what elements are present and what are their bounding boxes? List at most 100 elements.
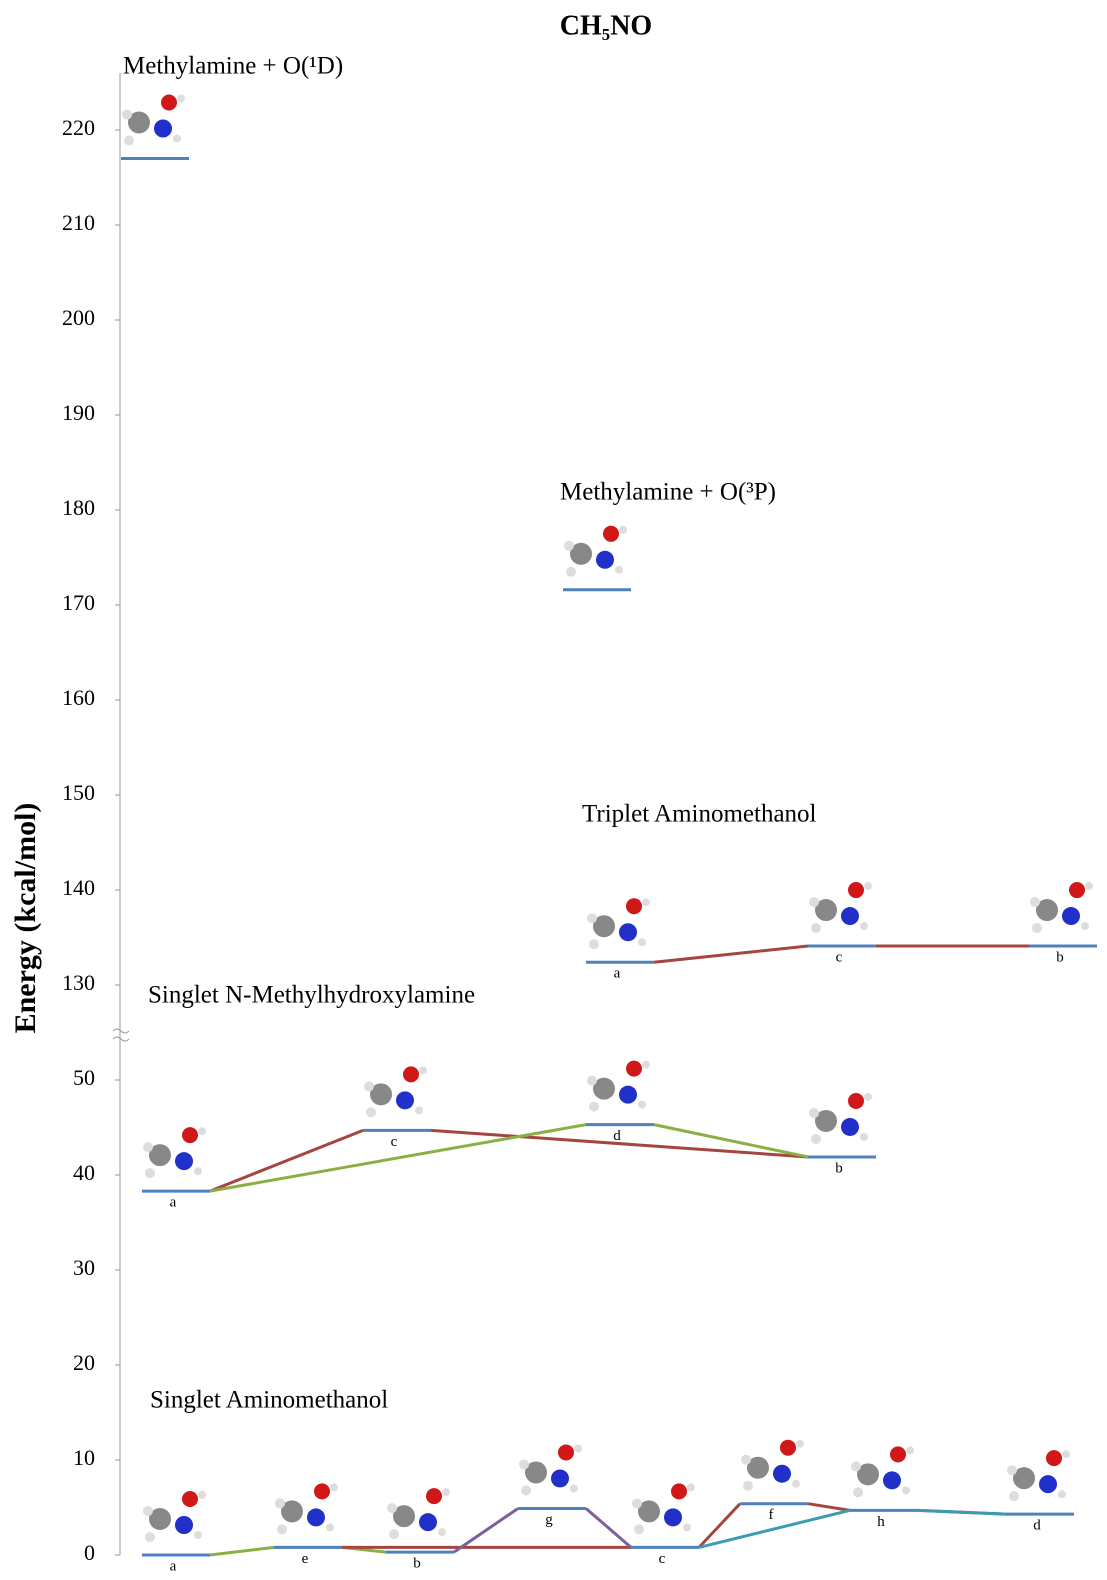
atom	[864, 882, 872, 890]
y-tick-label: 180	[62, 495, 95, 520]
group-label: Singlet N-Methylhydroxylamine	[148, 982, 475, 1009]
atom	[642, 898, 650, 906]
group-label: Methylamine + O(³P)	[560, 479, 776, 506]
atom	[848, 882, 864, 898]
route-line	[654, 946, 808, 962]
atom	[551, 1469, 569, 1487]
chart-title: CH₅NO	[560, 10, 652, 41]
route-line	[210, 1130, 363, 1191]
atom	[780, 1440, 796, 1456]
atom	[906, 1446, 914, 1454]
atom	[683, 1523, 691, 1531]
atom	[198, 1127, 206, 1135]
atom	[1058, 1490, 1066, 1498]
atom	[1030, 897, 1040, 907]
atom	[143, 1142, 153, 1152]
atom	[671, 1483, 687, 1499]
level-label: d	[1033, 1518, 1041, 1534]
atom	[619, 1086, 637, 1104]
atom	[626, 1061, 642, 1077]
atom	[1085, 882, 1093, 890]
atom	[145, 1532, 155, 1542]
atom	[574, 1444, 582, 1452]
y-tick-label: 140	[62, 875, 95, 900]
atom	[521, 1485, 531, 1495]
atom	[366, 1107, 376, 1117]
atom	[177, 95, 185, 103]
group-label: Methylamine + O(¹D)	[123, 53, 343, 80]
atom	[143, 1506, 153, 1516]
atom	[438, 1528, 446, 1536]
atom	[1046, 1450, 1062, 1466]
atom	[570, 1484, 578, 1492]
atom	[841, 907, 859, 925]
y-tick-label: 30	[73, 1255, 95, 1280]
y-tick-label: 170	[62, 590, 95, 615]
route-line	[699, 1510, 850, 1547]
atom	[664, 1508, 682, 1526]
atom	[587, 1076, 597, 1086]
y-tick-label: 150	[62, 780, 95, 805]
atom	[1069, 882, 1085, 898]
route-line	[210, 1125, 586, 1192]
atom	[330, 1483, 338, 1491]
atom	[589, 1102, 599, 1112]
atom	[326, 1523, 334, 1531]
atom	[419, 1066, 427, 1074]
atom	[175, 1152, 193, 1170]
atom	[883, 1471, 901, 1489]
atom	[619, 526, 627, 534]
y-tick-label: 160	[62, 685, 95, 710]
group-label: Triplet Aminomethanol	[582, 801, 817, 828]
atom	[173, 135, 181, 143]
atom	[1062, 907, 1080, 925]
level-label: a	[170, 1195, 177, 1211]
atom	[396, 1091, 414, 1109]
atom	[864, 1093, 872, 1101]
group-label: Singlet Aminomethanol	[150, 1387, 388, 1414]
atom	[275, 1498, 285, 1508]
y-tick-label: 220	[62, 115, 95, 140]
level-label: c	[659, 1551, 666, 1567]
atom	[1032, 923, 1042, 933]
level-label: a	[170, 1558, 177, 1574]
atom	[603, 526, 619, 542]
atom	[415, 1106, 423, 1114]
atom	[687, 1483, 695, 1491]
atom	[638, 938, 646, 946]
y-tick-label: 0	[84, 1540, 95, 1565]
atom	[1039, 1475, 1057, 1493]
y-axis-label: Energy (kcal/mol)	[9, 803, 42, 1034]
atom	[364, 1081, 374, 1091]
atom	[626, 898, 642, 914]
y-tick-label: 20	[73, 1350, 95, 1375]
level-label: a	[614, 966, 621, 982]
atom	[619, 923, 637, 941]
atom	[853, 1487, 863, 1497]
level-label: g	[545, 1512, 553, 1528]
atom	[811, 1134, 821, 1144]
atom	[419, 1513, 437, 1531]
atom	[890, 1446, 906, 1462]
atom	[841, 1118, 859, 1136]
y-tick-label: 130	[62, 970, 95, 995]
atom	[1062, 1450, 1070, 1458]
level-label: f	[769, 1507, 774, 1523]
atom	[1007, 1465, 1017, 1475]
atom	[426, 1488, 442, 1504]
route-line	[586, 1508, 631, 1547]
atom	[175, 1516, 193, 1534]
y-tick-label: 50	[73, 1065, 95, 1090]
level-label: h	[877, 1514, 885, 1530]
atom	[194, 1167, 202, 1175]
atom	[632, 1498, 642, 1508]
chart: CH₅NO Energy (kcal/mol) 0102030405013014…	[0, 0, 1107, 1580]
atom	[902, 1486, 910, 1494]
y-tick-label: 40	[73, 1160, 95, 1185]
level-label: b	[835, 1160, 843, 1176]
atom	[198, 1491, 206, 1499]
atom	[587, 913, 597, 923]
atom	[307, 1508, 325, 1526]
atom	[161, 95, 177, 111]
level-label: b	[1056, 949, 1064, 965]
